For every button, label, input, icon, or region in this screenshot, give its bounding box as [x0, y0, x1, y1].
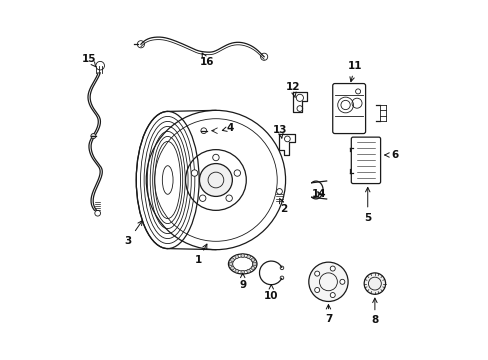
Text: 15: 15: [81, 54, 96, 67]
Circle shape: [251, 258, 254, 262]
Text: 5: 5: [364, 188, 370, 222]
Circle shape: [246, 255, 250, 258]
Circle shape: [230, 266, 234, 270]
Circle shape: [314, 288, 319, 292]
Circle shape: [329, 266, 335, 271]
Circle shape: [235, 269, 238, 273]
Text: 13: 13: [272, 125, 287, 138]
Circle shape: [199, 195, 205, 202]
Text: 14: 14: [311, 189, 326, 199]
FancyBboxPatch shape: [332, 84, 365, 134]
Circle shape: [241, 270, 244, 274]
Text: 6: 6: [384, 150, 397, 160]
FancyBboxPatch shape: [350, 137, 380, 184]
Circle shape: [308, 262, 347, 301]
Circle shape: [234, 170, 240, 176]
Circle shape: [91, 134, 96, 139]
Circle shape: [314, 271, 319, 276]
Text: 11: 11: [347, 61, 362, 82]
Circle shape: [251, 266, 254, 270]
Text: 10: 10: [264, 285, 278, 301]
Text: 2: 2: [279, 198, 287, 213]
Text: 7: 7: [324, 305, 331, 324]
Circle shape: [228, 262, 232, 266]
Text: 1: 1: [194, 244, 206, 265]
Circle shape: [246, 269, 250, 273]
Circle shape: [339, 279, 344, 284]
Circle shape: [235, 255, 238, 258]
Text: 12: 12: [285, 82, 299, 98]
Text: 3: 3: [124, 221, 142, 246]
Circle shape: [329, 293, 335, 298]
Circle shape: [199, 163, 232, 197]
Circle shape: [225, 195, 232, 202]
Circle shape: [364, 273, 385, 294]
Text: 4: 4: [222, 123, 233, 133]
Circle shape: [241, 254, 244, 257]
Text: 8: 8: [370, 298, 378, 325]
Circle shape: [212, 154, 219, 161]
Circle shape: [230, 258, 234, 262]
Circle shape: [252, 262, 256, 266]
Text: 16: 16: [199, 53, 214, 67]
Text: 9: 9: [239, 273, 246, 291]
Circle shape: [191, 170, 197, 176]
